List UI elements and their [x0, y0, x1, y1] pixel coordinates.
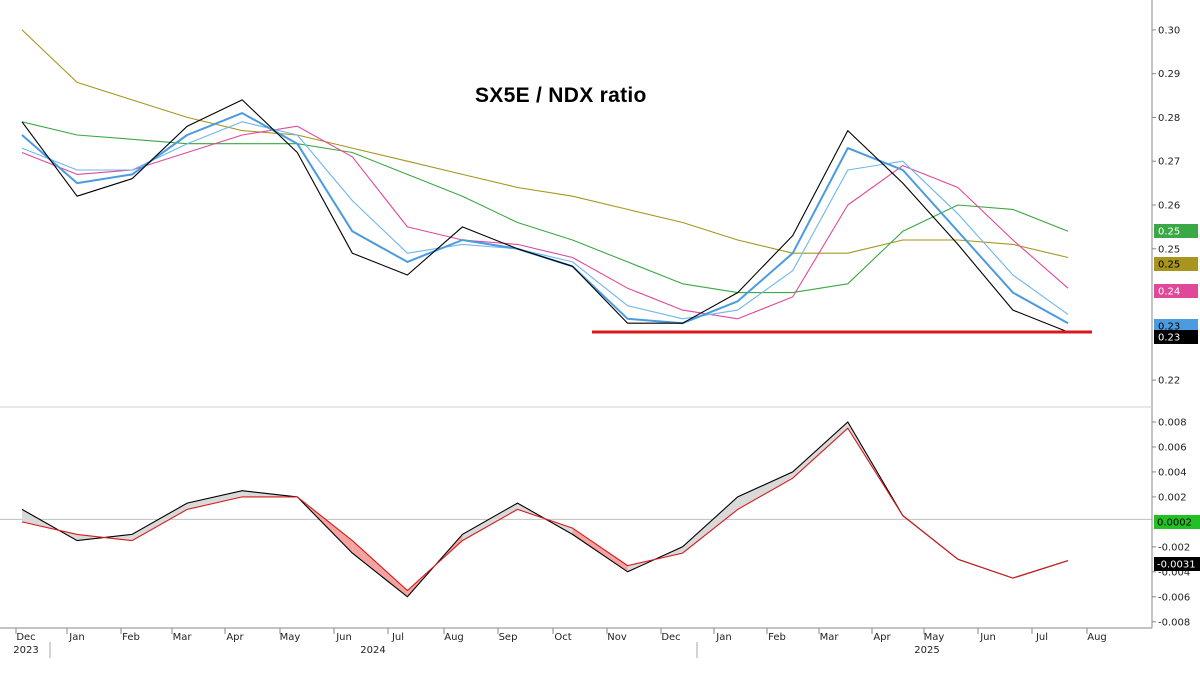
x-month-label: Jan: [715, 632, 731, 643]
x-month-label: Dec: [16, 632, 35, 643]
oscillator-fill: [187, 490, 243, 510]
last-value-tag-label: 0.23: [1158, 322, 1180, 333]
last-value-tag-label: 0.23: [1158, 333, 1180, 344]
oscillator-fill: [352, 540, 408, 597]
last-value-tag: 0.25: [1154, 257, 1198, 271]
oscillator-fill: [132, 503, 188, 541]
x-month-label: Jun: [335, 632, 352, 643]
y-tick-label: -0.002: [1158, 542, 1190, 553]
last-value-tag-bg: [1154, 557, 1200, 571]
x-year-label: 2025: [914, 645, 939, 656]
x-month-label: Mar: [173, 632, 193, 643]
x-month-label: May: [924, 632, 945, 643]
x-month-label: Mar: [820, 632, 840, 643]
ratio-series-line-3: [21, 125, 1069, 320]
last-value-tag: 0.25: [1154, 224, 1198, 238]
x-month-label: Sep: [499, 632, 518, 643]
last-value-tag: -0.0031: [1154, 557, 1200, 571]
y-tick-label: 0.002: [1158, 492, 1187, 503]
y-tick-label: 0.26: [1158, 201, 1180, 212]
last-value-tag-label: 0.0002: [1157, 518, 1192, 529]
x-month-label: Jul: [1035, 632, 1048, 643]
last-value-tag: 0.0002: [1154, 515, 1200, 529]
last-value-tag-bg: [1154, 319, 1198, 333]
y-tick-label: 0.28: [1158, 113, 1180, 124]
chart-title: SX5E / NDX ratio: [475, 84, 647, 107]
last-value-tag-label: 0.25: [1158, 227, 1180, 238]
y-tick-label: 0.22: [1158, 376, 1180, 387]
last-value-tag: 0.23: [1154, 330, 1198, 344]
ratio-series-line-0: [21, 99, 1069, 333]
x-month-label: Aug: [1087, 632, 1107, 643]
last-value-tag: 0.24: [1154, 284, 1198, 298]
last-value-tag-bg: [1154, 257, 1198, 271]
ratio-series-line-4: [21, 121, 1069, 294]
last-value-tag-bg: [1154, 284, 1198, 298]
x-year-label: 2023: [13, 645, 38, 656]
oscillator-fill: [572, 528, 628, 572]
x-month-label: Apr: [873, 632, 891, 643]
y-tick-label: 0.27: [1158, 157, 1180, 168]
y-tick-label: 0.29: [1158, 69, 1180, 80]
last-value-tag: 0.23: [1154, 319, 1198, 333]
last-value-tag-label: -0.0031: [1157, 560, 1196, 571]
last-value-tag-bg: [1154, 224, 1198, 238]
oscillator-fill: [462, 503, 518, 541]
oscillator-panel: [0, 421, 1152, 598]
x-month-label: Jun: [979, 632, 996, 643]
last-value-tag-bg: [1154, 515, 1200, 529]
x-month-label: May: [280, 632, 301, 643]
last-value-tag-label: 0.24: [1158, 287, 1180, 298]
y-tick-label: -0.008: [1158, 617, 1190, 628]
y-tick-label: 0.004: [1158, 467, 1187, 478]
oscillator-fill: [77, 534, 133, 541]
oscillator-fill: [682, 496, 738, 554]
x-month-label: Apr: [226, 632, 244, 643]
x-month-label: Feb: [768, 632, 786, 643]
x-month-label: Feb: [122, 632, 140, 643]
last-value-tag-bg: [1154, 330, 1198, 344]
y-tick-label: -0.006: [1158, 592, 1190, 603]
y-tick-label: 0.25: [1158, 244, 1180, 255]
oscillator-fill: [737, 471, 793, 510]
y-tick-label: 0.006: [1158, 442, 1187, 453]
y-tick-label: -0.004: [1158, 567, 1190, 578]
y-tick-label: 0.30: [1158, 25, 1180, 36]
axes: 0.30 0.29 0.28 0.27 0.26 0.25 0.22 0.008 0.006 0.…: [0, 0, 1200, 658]
y-tick-label: 0.008: [1158, 417, 1187, 428]
x-month-label: Aug: [444, 632, 464, 643]
ratio-panel: [21, 29, 1092, 334]
x-year-label: 2024: [360, 645, 385, 656]
ratio-series-line-2: [21, 121, 1069, 320]
oscillator-series-line-1: [21, 427, 1069, 592]
ratio-series-line-5: [21, 29, 1069, 259]
x-month-label: Dec: [661, 632, 680, 643]
last-value-tag-label: 0.25: [1158, 260, 1180, 271]
oscillator-fill: [792, 421, 848, 479]
x-month-label: Nov: [607, 632, 627, 643]
x-month-label: Jul: [391, 632, 404, 643]
x-month-label: Jan: [68, 632, 84, 643]
x-month-label: Oct: [554, 632, 571, 643]
